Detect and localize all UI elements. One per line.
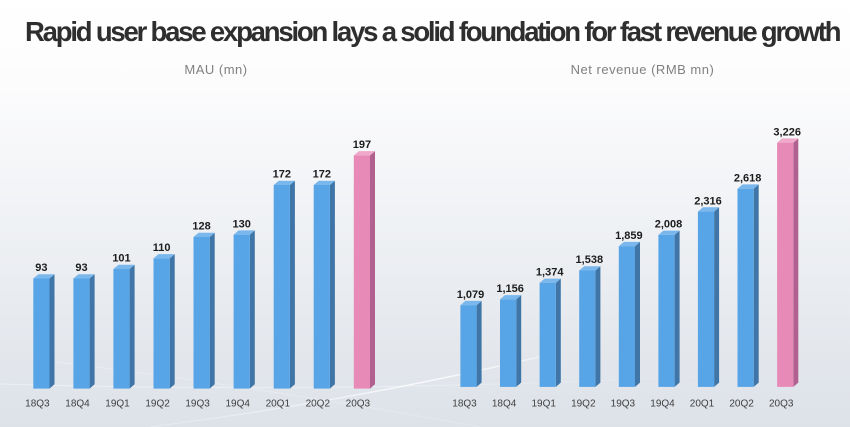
svg-text:19Q4: 19Q4 (650, 399, 675, 410)
svg-text:20Q3: 20Q3 (769, 399, 794, 410)
svg-text:20Q2: 20Q2 (306, 399, 331, 410)
svg-text:110: 110 (153, 242, 171, 254)
svg-text:3,226: 3,226 (773, 126, 801, 138)
svg-text:1,374: 1,374 (536, 267, 564, 279)
svg-text:1,156: 1,156 (496, 283, 524, 295)
svg-text:2,316: 2,316 (694, 195, 722, 207)
svg-text:1,079: 1,079 (457, 289, 485, 301)
svg-text:1,859: 1,859 (615, 230, 643, 242)
svg-text:19Q3: 19Q3 (185, 399, 210, 410)
svg-text:101: 101 (112, 253, 130, 265)
svg-text:93: 93 (35, 262, 47, 274)
svg-text:172: 172 (313, 169, 331, 181)
svg-text:172: 172 (273, 169, 291, 181)
svg-text:128: 128 (192, 221, 210, 233)
svg-text:20Q1: 20Q1 (690, 399, 715, 410)
svg-text:20Q3: 20Q3 (346, 399, 371, 410)
svg-text:197: 197 (353, 139, 371, 151)
svg-text:2,618: 2,618 (734, 172, 762, 184)
svg-text:19Q4: 19Q4 (225, 399, 250, 410)
svg-text:18Q4: 18Q4 (492, 399, 517, 410)
svg-text:19Q3: 19Q3 (611, 399, 636, 410)
svg-text:19Q1: 19Q1 (105, 399, 130, 410)
svg-text:18Q3: 18Q3 (452, 399, 477, 410)
svg-text:19Q1: 19Q1 (531, 399, 556, 410)
svg-text:19Q2: 19Q2 (571, 399, 596, 410)
svg-text:19Q2: 19Q2 (145, 399, 170, 410)
svg-text:93: 93 (75, 262, 87, 274)
svg-text:18Q3: 18Q3 (25, 399, 50, 410)
svg-text:18Q4: 18Q4 (65, 399, 90, 410)
svg-text:20Q2: 20Q2 (729, 399, 754, 410)
svg-text:20Q1: 20Q1 (266, 399, 291, 410)
svg-text:130: 130 (233, 218, 251, 230)
svg-text:1,538: 1,538 (576, 254, 604, 266)
svg-text:2,008: 2,008 (655, 219, 683, 231)
